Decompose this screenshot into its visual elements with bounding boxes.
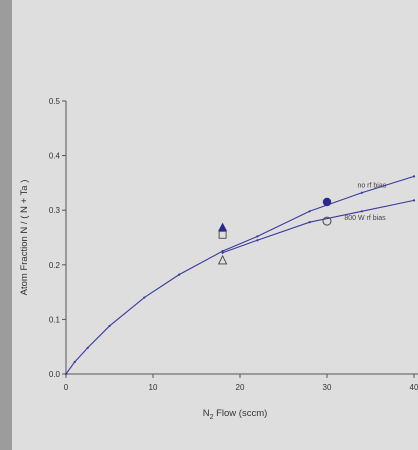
x-tick-label: 30 bbox=[323, 383, 332, 392]
y-tick-label: 0.0 bbox=[49, 370, 61, 379]
axes: 0.0 0.1 0.2 0.3 0.4 0.5 0 10 20 30 40 bbox=[49, 97, 418, 392]
left-edge-bar bbox=[0, 0, 12, 450]
markers bbox=[217, 197, 332, 265]
y-tick-label: 0.1 bbox=[49, 315, 61, 324]
curve-point bbox=[108, 324, 111, 328]
curve-0 bbox=[65, 175, 415, 375]
x-tick-label: 20 bbox=[236, 383, 245, 392]
labels: N2 Flow (sccm) Atom Fraction N / ( N + Ta… bbox=[19, 180, 387, 421]
annotation-label: 800 W rf bias bbox=[344, 215, 386, 222]
curve-point bbox=[256, 239, 259, 242]
curve-point bbox=[308, 210, 311, 213]
filled-circle-marker bbox=[322, 197, 332, 207]
y-tick-label: 0.4 bbox=[49, 152, 61, 161]
curve-point bbox=[412, 175, 416, 178]
curve-point bbox=[178, 273, 181, 276]
y-axis-title: Atom Fraction N / ( N + Ta ) bbox=[19, 180, 30, 296]
curve-point bbox=[308, 221, 311, 224]
x-tick-label: 10 bbox=[149, 383, 158, 392]
curve-point bbox=[256, 235, 259, 238]
x-tick-label: 0 bbox=[64, 383, 69, 392]
curve-point bbox=[143, 296, 146, 299]
curve-point bbox=[86, 346, 89, 349]
open-circle-marker bbox=[322, 216, 332, 226]
y-tick-label: 0.3 bbox=[49, 206, 61, 215]
filled-triangle-marker bbox=[218, 222, 228, 232]
annotation-label: no rf bias bbox=[357, 182, 386, 189]
open-square-marker bbox=[218, 230, 227, 239]
curve-point bbox=[221, 251, 224, 254]
x-tick-label: 40 bbox=[410, 383, 418, 392]
open-triangle-marker bbox=[217, 254, 228, 265]
x-axis-title: N2 Flow (sccm) bbox=[203, 408, 268, 421]
y-tick-label: 0.2 bbox=[49, 261, 61, 270]
curve-point bbox=[360, 191, 363, 194]
curves bbox=[64, 175, 416, 376]
curve-point bbox=[64, 372, 68, 376]
curve-point bbox=[73, 360, 76, 364]
curve-point bbox=[412, 199, 416, 202]
y-tick-label: 0.5 bbox=[49, 97, 61, 106]
curve-point bbox=[221, 250, 224, 253]
curve-point bbox=[360, 210, 363, 213]
